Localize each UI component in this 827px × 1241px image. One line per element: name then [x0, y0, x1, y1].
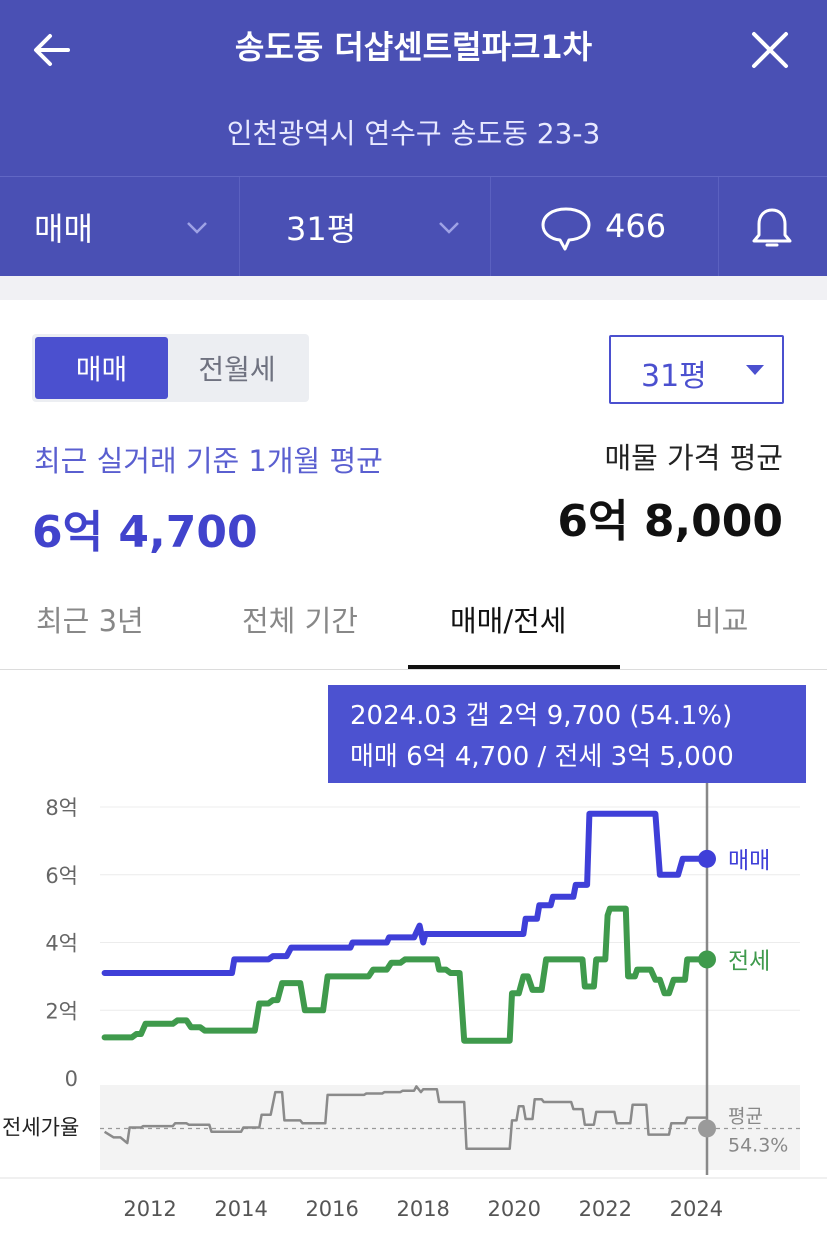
y-tick-label: 0 — [65, 1067, 78, 1091]
jeonse-price-line — [101, 905, 711, 1044]
chevron-down-icon — [439, 222, 459, 234]
trade-type-dropdown[interactable]: 매매 — [0, 177, 239, 276]
x-tick-label: 2018 — [396, 1197, 449, 1221]
notification-button[interactable] — [719, 177, 827, 276]
tab-sale-vs-rent[interactable]: 매매/전세 — [450, 604, 567, 638]
close-icon[interactable] — [746, 26, 794, 74]
segment-divider — [490, 177, 491, 276]
x-tick-label: 2012 — [123, 1197, 176, 1221]
apartment-title: 송도동 더샵센트럴파크1차 — [234, 28, 593, 66]
sale-price-line — [101, 810, 711, 976]
y-tick-label: 4억 — [45, 932, 78, 956]
recent-average-value: 6억 4,700 — [32, 507, 258, 558]
jeonse-end-marker — [698, 950, 716, 969]
tab-compare[interactable]: 비교 — [695, 604, 749, 638]
series-label: 전세 — [728, 948, 770, 974]
listing-average-value: 6억 8,000 — [557, 496, 783, 547]
apartment-address: 인천광역시 연수구 송도동 23-3 — [226, 117, 601, 150]
sale-end-marker — [698, 849, 716, 868]
tab-divider — [0, 669, 827, 670]
tooltip-gap-line: 2024.03 갭 2억 9,700 (54.1%) — [350, 701, 733, 731]
section-gap — [0, 276, 827, 300]
x-tick-label: 2014 — [214, 1197, 267, 1221]
size-select[interactable]: 31평 — [609, 335, 784, 404]
y-tick-label: 6억 — [45, 864, 78, 888]
ratio-series-line — [103, 1085, 708, 1151]
tab-recent-3-years[interactable]: 최근 3년 — [36, 604, 144, 638]
size-select-label: 31평 — [641, 359, 707, 394]
comments-button[interactable]: 466 — [491, 177, 718, 276]
tooltip-price-line: 매매 6억 4,700 / 전세 3억 5,000 — [350, 742, 734, 772]
x-tick-label: 2024 — [670, 1197, 723, 1221]
caret-down-icon — [746, 365, 764, 375]
tab-all-period[interactable]: 전체 기간 — [242, 604, 358, 638]
active-tab-indicator — [408, 665, 620, 669]
y-tick-label: 2억 — [45, 999, 78, 1023]
ratio-panel-label: 전세가율 — [2, 1115, 79, 1139]
bell-icon — [752, 208, 792, 247]
app-header: 송도동 더샵센트럴파크1차 인천광역시 연수구 송도동 23-3 매매 31평 … — [0, 0, 827, 276]
series-label: 매매 — [728, 848, 770, 874]
y-tick-label: 8억 — [45, 796, 78, 820]
header-filter-bar: 매매 31평 466 — [0, 177, 827, 276]
header-divider — [0, 176, 827, 177]
x-tick-label: 2020 — [488, 1197, 541, 1221]
size-dropdown[interactable]: 31평 — [240, 177, 490, 276]
ratio-panel-background — [100, 1085, 800, 1170]
x-tick-label: 2022 — [579, 1197, 632, 1221]
speech-bubble-icon — [541, 207, 591, 251]
chevron-down-icon — [187, 222, 207, 234]
size-label: 31평 — [286, 209, 357, 248]
toggle-rent[interactable]: 전월세 — [198, 353, 276, 386]
back-arrow-icon[interactable] — [28, 26, 76, 74]
toggle-sale[interactable]: 매매 — [35, 337, 168, 399]
chart-tooltip: 2024.03 갭 2억 9,700 (54.1%) 매매 6억 4,700 /… — [328, 685, 806, 783]
ratio-average-value: 54.3% — [728, 1134, 788, 1156]
trade-type-label: 매매 — [34, 209, 93, 248]
trade-toggle: 매매 전월세 — [32, 334, 309, 402]
ratio-end-marker — [698, 1119, 716, 1138]
segment-divider — [239, 177, 240, 276]
ratio-average-label: 평균 — [728, 1105, 763, 1127]
comment-count: 466 — [605, 207, 667, 245]
segment-divider — [718, 177, 719, 276]
recent-average-label: 최근 실거래 기준 1개월 평균 — [34, 444, 383, 478]
x-tick-label: 2016 — [305, 1197, 358, 1221]
listing-average-label: 매물 가격 평균 — [604, 441, 783, 475]
